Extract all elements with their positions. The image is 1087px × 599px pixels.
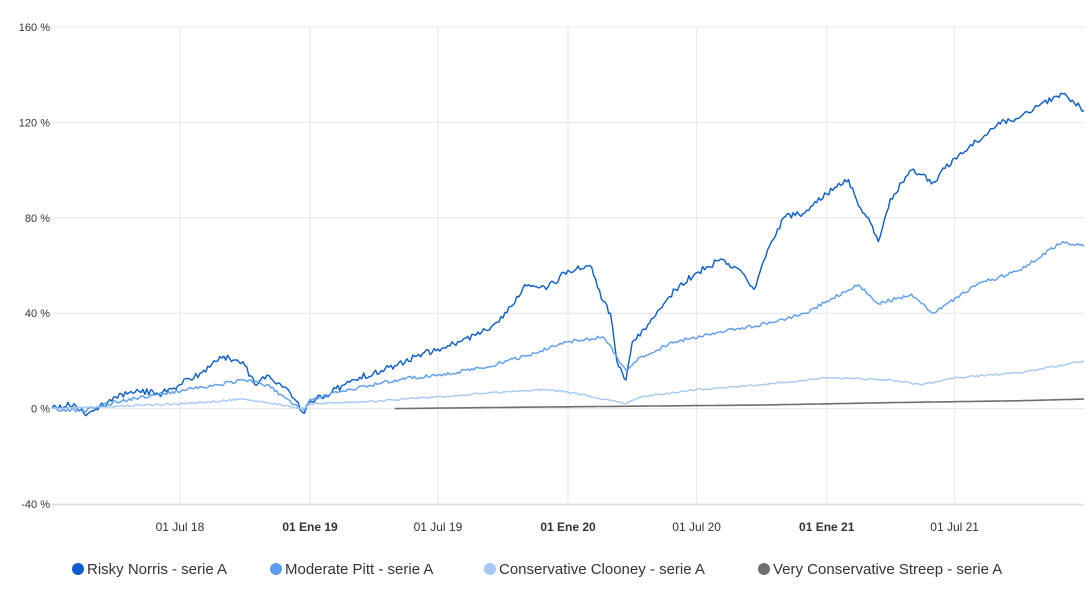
y-tick-label: 120 %	[19, 117, 50, 129]
x-tick-label: 01 Ene 21	[799, 520, 855, 534]
grid	[52, 26, 1084, 506]
legend-label: Moderate Pitt - serie A	[285, 560, 434, 578]
x-tick-label: 01 Jul 20	[672, 520, 721, 534]
x-axis: 01 Jul 18 01 Ene 19 01 Jul 19 01 Ene 20 01 J…	[156, 520, 980, 534]
y-tick-label: 160 %	[19, 22, 50, 34]
series-line-moderate-pitt-serie-a	[51, 240, 1085, 413]
y-axis: 160 % 120 % 80 % 40 % 0 % -40 %	[19, 22, 50, 511]
legend-marker-icon	[72, 563, 84, 575]
y-tick-label: 0 %	[31, 404, 50, 416]
x-tick-label: 01 Jul 19	[414, 520, 463, 534]
series-line-conservative-clooney-serie-a	[51, 360, 1085, 410]
legend-item-conservative-clooney[interactable]: Conservative Clooney - serie A	[484, 556, 705, 582]
series-lines	[51, 92, 1085, 417]
legend-marker-icon	[484, 563, 496, 575]
legend-marker-icon	[758, 563, 770, 575]
line-chart: 160 % 120 % 80 % 40 % 0 % -40 % 01 Jul 18 01 E…	[19, 22, 1085, 534]
x-tick-label: 01 Ene 20	[540, 520, 596, 534]
legend-item-very-conservative-streep[interactable]: Very Conservative Streep - serie A	[758, 556, 1002, 582]
y-tick-label: 40 %	[25, 308, 50, 320]
legend-label: Risky Norris - serie A	[87, 560, 228, 578]
x-tick-label: 01 Ene 19	[282, 520, 338, 534]
series-line-very-conservative-streep-serie-a	[394, 398, 1084, 410]
legend-label: Conservative Clooney - serie A	[499, 560, 705, 578]
legend-marker-icon	[270, 563, 282, 575]
legend-item-moderate-pitt[interactable]: Moderate Pitt - serie A	[270, 556, 433, 582]
legend-label: Very Conservative Streep - serie A	[773, 560, 1003, 578]
x-tick-label: 01 Jul 18	[156, 520, 205, 534]
y-tick-label: -40 %	[21, 499, 50, 511]
y-tick-label: 80 %	[25, 213, 50, 225]
legend-item-risky-norris[interactable]: Risky Norris - serie A	[72, 556, 227, 582]
x-tick-label: 01 Jul 21	[930, 520, 979, 534]
series-line-risky-norris-serie-a	[51, 92, 1085, 417]
legend: Risky Norris - serie A Moderate Pitt - s…	[0, 556, 1087, 582]
